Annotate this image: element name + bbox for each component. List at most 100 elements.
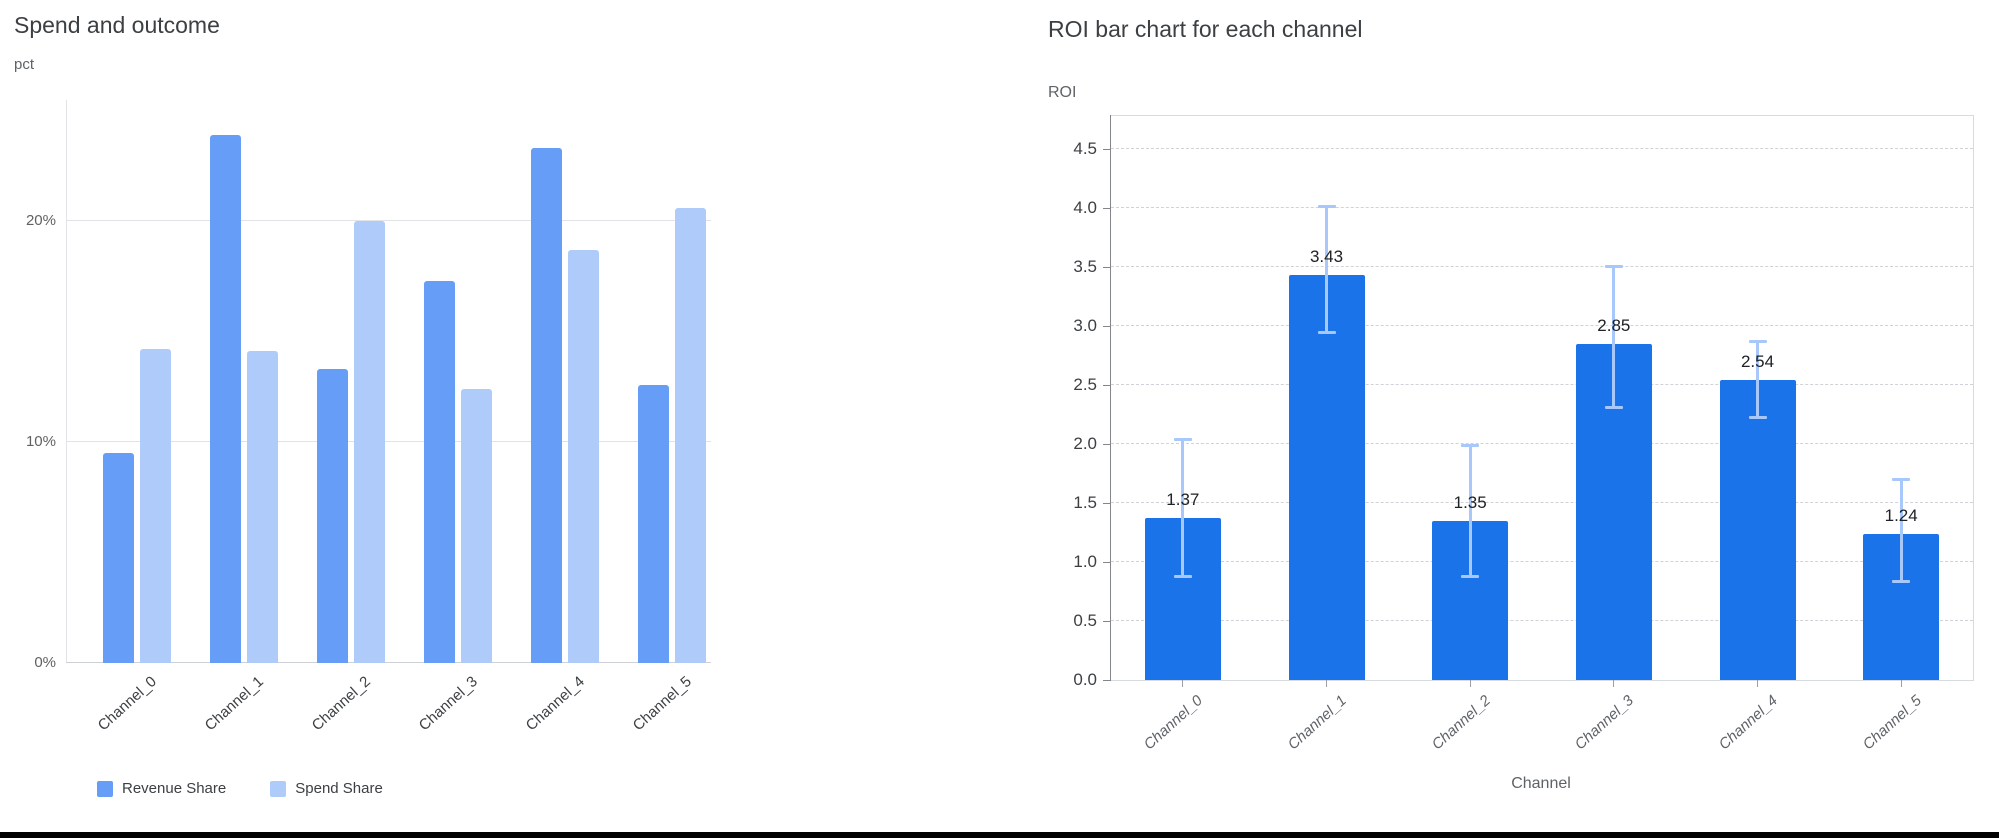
x-tick-label: Channel_1 (202, 673, 268, 735)
gridline (1111, 207, 1973, 208)
bar-spend-share-channel_1 (247, 351, 278, 663)
gridline (1111, 443, 1973, 444)
x-tick-label: Channel_3 (1571, 692, 1638, 754)
bar-value-label-channel_2: 1.35 (1453, 492, 1487, 512)
legend: Revenue Share Spend Share (97, 780, 383, 797)
legend-swatch-spend-share (270, 780, 287, 797)
y-tick-mark (1103, 561, 1110, 563)
x-tick-mark (1900, 680, 1902, 687)
x-tick-label: Channel_0 (95, 673, 161, 735)
bar-spend-share-channel_2 (354, 221, 385, 663)
plot-area: 0% 10% 20% Channel_0 Channel_1 Channel_2 Chann… (26, 100, 711, 734)
legend-label: Revenue Share (122, 780, 227, 797)
y-axis-title: ROI (1048, 84, 1077, 101)
bar-spend-share-channel_3 (461, 388, 492, 663)
bar-value-label-channel_1: 3.43 (1309, 247, 1344, 267)
spend-outcome-chart: Spend and outcome pct 0% 10% 20% Channel_0 C… (0, 0, 830, 838)
x-axis-title: Channel (1511, 775, 1571, 792)
error-bar-cap-bottom-channel_3 (1604, 406, 1623, 410)
bar-revenue-share-channel_0 (103, 453, 134, 663)
error-bar-cap-top-channel_4 (1748, 340, 1767, 344)
y-tick-label: 4.5 (1073, 139, 1097, 158)
x-tick-label: Channel_0 (1140, 692, 1207, 754)
chart-title: ROI bar chart for each channel (1048, 16, 1363, 42)
gridline (1111, 384, 1973, 385)
x-tick-label: Channel_5 (1859, 692, 1925, 754)
error-bar-cap-top-channel_3 (1604, 264, 1623, 268)
x-tick-mark (1757, 680, 1758, 687)
y-tick-label: 2.0 (1073, 434, 1097, 453)
y-tick-mark (1103, 148, 1110, 150)
legend-item-revenue-share: Revenue Share (97, 780, 226, 797)
y-tick-mark (1103, 384, 1110, 386)
y-tick-mark (1103, 207, 1110, 209)
y-tick-mark (1103, 679, 1110, 681)
error-bar-line-channel_5 (1899, 479, 1903, 581)
y-tick-label: 3.5 (1073, 257, 1097, 276)
error-bar-cap-bottom-channel_1 (1317, 330, 1336, 334)
plot-area: 0.0 0.5 1.0 1.5 2.0 2.5 3.0 3.5 4.0 4.5 1.37 Channe… (1073, 115, 1974, 753)
gridline (1111, 148, 1973, 149)
x-axis-baseline (66, 662, 711, 663)
y-tick-label: 1.5 (1073, 493, 1097, 512)
y-tick-mark (1103, 325, 1110, 327)
x-tick-label: Channel_2 (1428, 692, 1494, 754)
x-tick-label: Channel_2 (309, 673, 375, 735)
x-tick-mark (1182, 680, 1184, 687)
roi-chart: ROI bar chart for each channel ROI 0.0 0.… (1030, 0, 1999, 838)
chart-title: Spend and outcome (14, 12, 220, 38)
y-axis-line (66, 100, 67, 663)
gridline (1111, 620, 1973, 621)
bar-value-label-channel_4: 2.54 (1740, 352, 1775, 372)
x-tick-label: Channel_5 (630, 673, 696, 735)
bottom-border (0, 832, 1999, 838)
y-axis-spine (1110, 115, 1111, 681)
bar-revenue-share-channel_1 (210, 134, 241, 663)
gridline (1111, 561, 1973, 562)
x-tick-mark (1469, 680, 1471, 687)
x-tick-mark (1613, 680, 1615, 687)
y-tick-label: 0.5 (1073, 611, 1097, 630)
gridline (1111, 266, 1973, 267)
bar-spend-share-channel_4 (568, 249, 599, 663)
gridline (66, 441, 711, 442)
gridline (1111, 325, 1973, 326)
x-tick-label: Channel_1 (1284, 692, 1350, 754)
y-axis-title: pct (14, 56, 35, 73)
error-bar-cap-top-channel_2 (1461, 444, 1480, 448)
y-tick-label: 10% (25, 433, 56, 450)
error-bar-cap-bottom-channel_0 (1173, 575, 1192, 579)
y-tick-mark (1103, 502, 1110, 504)
error-bar-line-channel_3 (1612, 265, 1616, 408)
bar-roi-channel_4 (1719, 380, 1796, 680)
y-tick-label: 0.0 (1073, 670, 1097, 689)
error-bar-cap-top-channel_1 (1317, 204, 1336, 208)
bar-revenue-share-channel_2 (317, 369, 348, 663)
y-tick-mark (1103, 620, 1110, 622)
error-bar-cap-bottom-channel_5 (1892, 579, 1911, 583)
bar-spend-share-channel_5 (675, 207, 706, 663)
bar-spend-share-channel_0 (140, 349, 171, 663)
error-bar-line-channel_1 (1325, 205, 1328, 332)
x-tick-label: Channel_4 (1715, 692, 1781, 754)
y-tick-label: 1.0 (1073, 552, 1097, 571)
gridline (1111, 502, 1973, 503)
y-tick-label: 20% (25, 212, 56, 229)
y-tick-label: 0% (34, 654, 56, 671)
bar-revenue-share-channel_3 (424, 280, 455, 663)
legend-swatch-revenue-share (97, 780, 113, 797)
error-bar-cap-top-channel_5 (1892, 478, 1911, 482)
x-tick-label: Channel_3 (416, 673, 482, 735)
x-tick-label: Channel_4 (523, 673, 589, 735)
error-bar-line-channel_0 (1181, 439, 1185, 577)
legend-item-spend-share: Spend Share (270, 780, 383, 797)
y-tick-label: 2.5 (1073, 375, 1097, 394)
bar-roi-channel_1 (1288, 275, 1365, 680)
x-tick-mark (1326, 680, 1327, 687)
error-bar-cap-top-channel_0 (1173, 438, 1192, 442)
error-bar-cap-bottom-channel_4 (1748, 415, 1767, 419)
y-tick-label: 3.0 (1073, 316, 1097, 335)
gridline (66, 220, 711, 221)
bar-value-label-channel_0: 1.37 (1166, 490, 1200, 510)
